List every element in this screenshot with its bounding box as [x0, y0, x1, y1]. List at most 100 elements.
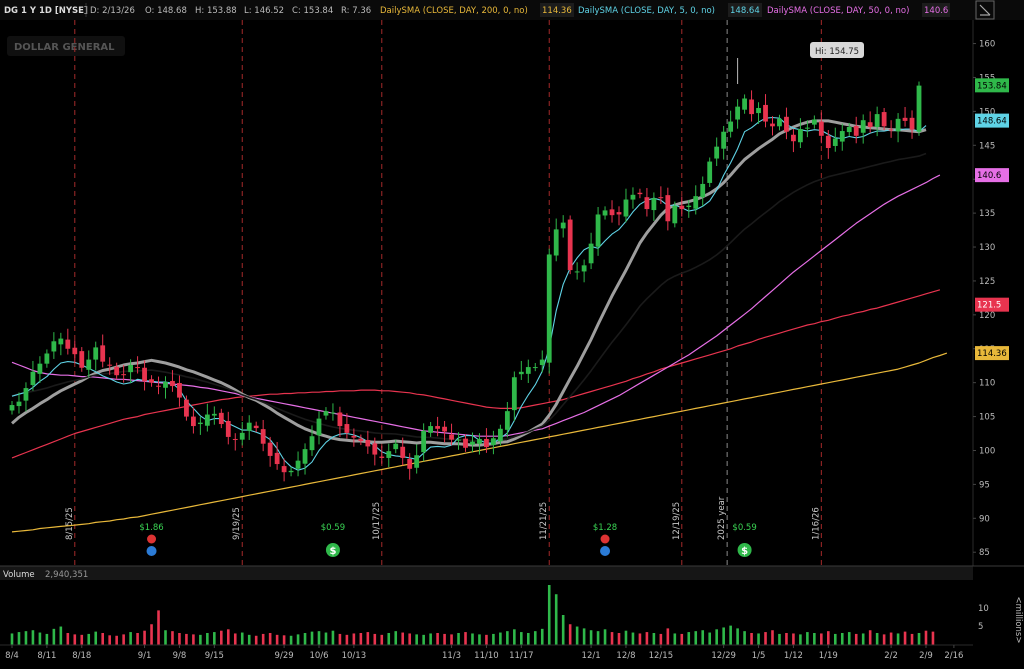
time-axis-tick-label: 2/16 [944, 651, 963, 661]
candle-body [763, 104, 768, 122]
candle-body [491, 438, 496, 446]
candle-body [846, 126, 852, 133]
dividend-info-icon [146, 546, 157, 556]
volume-label: Volume [3, 570, 35, 580]
candle-body [253, 425, 259, 429]
sma20-line [11, 119, 927, 447]
candle-body [65, 339, 71, 349]
candle-body [825, 135, 831, 149]
volume-bar [17, 632, 21, 645]
symbol-label[interactable]: DG 1 Y 1D [NYSE] [4, 6, 88, 16]
candle-body [330, 412, 336, 414]
volume-bar [303, 633, 307, 645]
candle-body [197, 422, 203, 425]
volume-bar [443, 633, 446, 645]
candle-body [874, 114, 880, 127]
volume-bar [73, 634, 77, 645]
volume-bar [840, 633, 844, 645]
dividend-info-icon [600, 546, 611, 556]
volume-bar [603, 629, 607, 645]
open-label: O: 148.68 [145, 6, 187, 16]
candle-body [728, 121, 734, 132]
sma-black-line [11, 152, 927, 442]
candle-body [170, 380, 175, 387]
volume-bar [589, 630, 593, 645]
time-axis-tick-label: 1/5 [752, 651, 766, 661]
volume-bar [464, 632, 467, 645]
event-line-label: 1/16/26 [811, 507, 821, 540]
dividend-amount: $0.59 [321, 523, 345, 533]
volume-bar [136, 633, 139, 645]
candle-body [497, 428, 503, 442]
candle-body [853, 125, 859, 136]
candle-body [860, 120, 866, 133]
volume-bar [582, 628, 586, 645]
candle-body [651, 198, 657, 211]
time-axis-tick-label: 12/15 [649, 651, 674, 661]
candle-body [818, 121, 824, 136]
candle-body [532, 367, 538, 369]
collapse-icon[interactable] [975, 0, 995, 20]
event-line-label: 10/17/25 [372, 502, 382, 540]
study-sma200-label[interactable]: DailySMA (CLOSE, DAY, 200, 0, no) [380, 6, 528, 16]
candle-body [191, 416, 196, 427]
candle-body [470, 441, 475, 445]
candle-body [735, 106, 741, 120]
candles [9, 81, 922, 482]
earnings-icon [147, 534, 157, 544]
volume-bar [847, 632, 851, 645]
volume-bar [387, 633, 391, 645]
volume-bar [624, 630, 628, 645]
candle-body [888, 129, 894, 131]
candle-body [421, 430, 427, 453]
candle-body [553, 229, 559, 256]
dividend-icon-symbol: $ [741, 546, 748, 557]
candle-body [414, 455, 420, 468]
candle-body [288, 470, 294, 473]
time-axis-tick-label: 12/29 [711, 651, 736, 661]
dividend-icon-symbol: $ [329, 546, 336, 557]
candle-body [323, 411, 329, 416]
volume-bar [708, 632, 711, 645]
volume-bar [868, 630, 872, 645]
sma50-line [11, 174, 941, 437]
study-sma50-value: 140.6 [924, 6, 948, 16]
volume-bar [373, 633, 377, 645]
candle-body [16, 401, 22, 407]
volume-bar [799, 634, 802, 645]
candle-body [784, 116, 789, 132]
price-axis-tick-label: 95 [979, 480, 990, 490]
volume-bar [729, 625, 732, 645]
candle-body [295, 460, 301, 469]
study-sma200-value-box [540, 3, 574, 17]
volume-bar [317, 631, 321, 645]
candle-body [909, 117, 915, 130]
volume-bars [10, 585, 935, 645]
volume-bar [645, 632, 649, 645]
study-sma5-label[interactable]: DailySMA (CLOSE, DAY, 5, 0, no) [578, 6, 715, 16]
candle-body [770, 123, 775, 127]
study-sma5-value-box [728, 3, 762, 17]
candle-body [463, 438, 468, 448]
volume-bar [492, 633, 495, 645]
candle-body [714, 146, 720, 159]
time-axis-tick-label: 1/19 [819, 651, 838, 661]
candle-body [609, 209, 615, 216]
candle-body [679, 205, 685, 210]
candle-body [386, 451, 392, 458]
volume-bar [206, 633, 209, 645]
time-axis-tick-label: 9/1 [138, 651, 152, 661]
candle-body [686, 205, 692, 208]
volume-bar [471, 633, 474, 645]
candle-body [916, 85, 922, 132]
time-axis-tick-label: 8/18 [72, 651, 91, 661]
volume-bar [143, 630, 146, 645]
time-axis[interactable]: 8/4 8/11 8/18 9/1 9/8 9/15 9/29 10/6 10/13 11/3 11… [5, 645, 963, 661]
volume-bar [331, 630, 335, 645]
candle-body [211, 413, 217, 416]
candle-body [881, 112, 887, 127]
volume-bar [38, 632, 42, 645]
study-sma50-label[interactable]: DailySMA (CLOSE, DAY, 50, 0, no) [767, 6, 909, 16]
volume-bar [150, 624, 153, 645]
